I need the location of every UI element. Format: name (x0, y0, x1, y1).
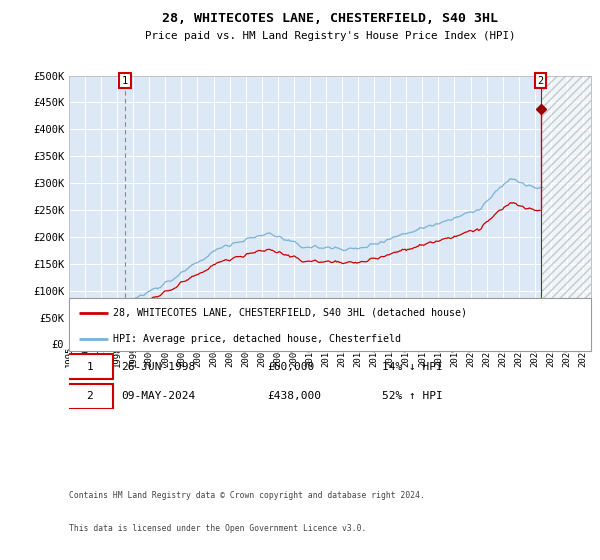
Text: 52% ↑ HPI: 52% ↑ HPI (382, 391, 443, 402)
Text: £60,000: £60,000 (268, 362, 314, 372)
FancyBboxPatch shape (67, 384, 113, 409)
Text: 1: 1 (86, 362, 93, 372)
Text: 26-JUN-1998: 26-JUN-1998 (121, 362, 196, 372)
Text: Price paid vs. HM Land Registry's House Price Index (HPI): Price paid vs. HM Land Registry's House … (145, 31, 515, 41)
Text: 28, WHITECOTES LANE, CHESTERFIELD, S40 3HL (detached house): 28, WHITECOTES LANE, CHESTERFIELD, S40 3… (113, 308, 467, 318)
Text: 09-MAY-2024: 09-MAY-2024 (121, 391, 196, 402)
Text: Contains HM Land Registry data © Crown copyright and database right 2024.: Contains HM Land Registry data © Crown c… (69, 491, 425, 500)
Text: 14% ↓ HPI: 14% ↓ HPI (382, 362, 443, 372)
Text: 28, WHITECOTES LANE, CHESTERFIELD, S40 3HL: 28, WHITECOTES LANE, CHESTERFIELD, S40 3… (162, 12, 498, 25)
Text: This data is licensed under the Open Government Licence v3.0.: This data is licensed under the Open Gov… (69, 524, 367, 533)
Text: £438,000: £438,000 (268, 391, 322, 402)
FancyBboxPatch shape (69, 298, 591, 351)
Text: HPI: Average price, detached house, Chesterfield: HPI: Average price, detached house, Ches… (113, 334, 401, 344)
Text: 2: 2 (538, 76, 544, 86)
FancyBboxPatch shape (67, 354, 113, 379)
Bar (542, 76, 591, 344)
Text: 1: 1 (122, 76, 128, 86)
Text: 2: 2 (86, 391, 93, 402)
